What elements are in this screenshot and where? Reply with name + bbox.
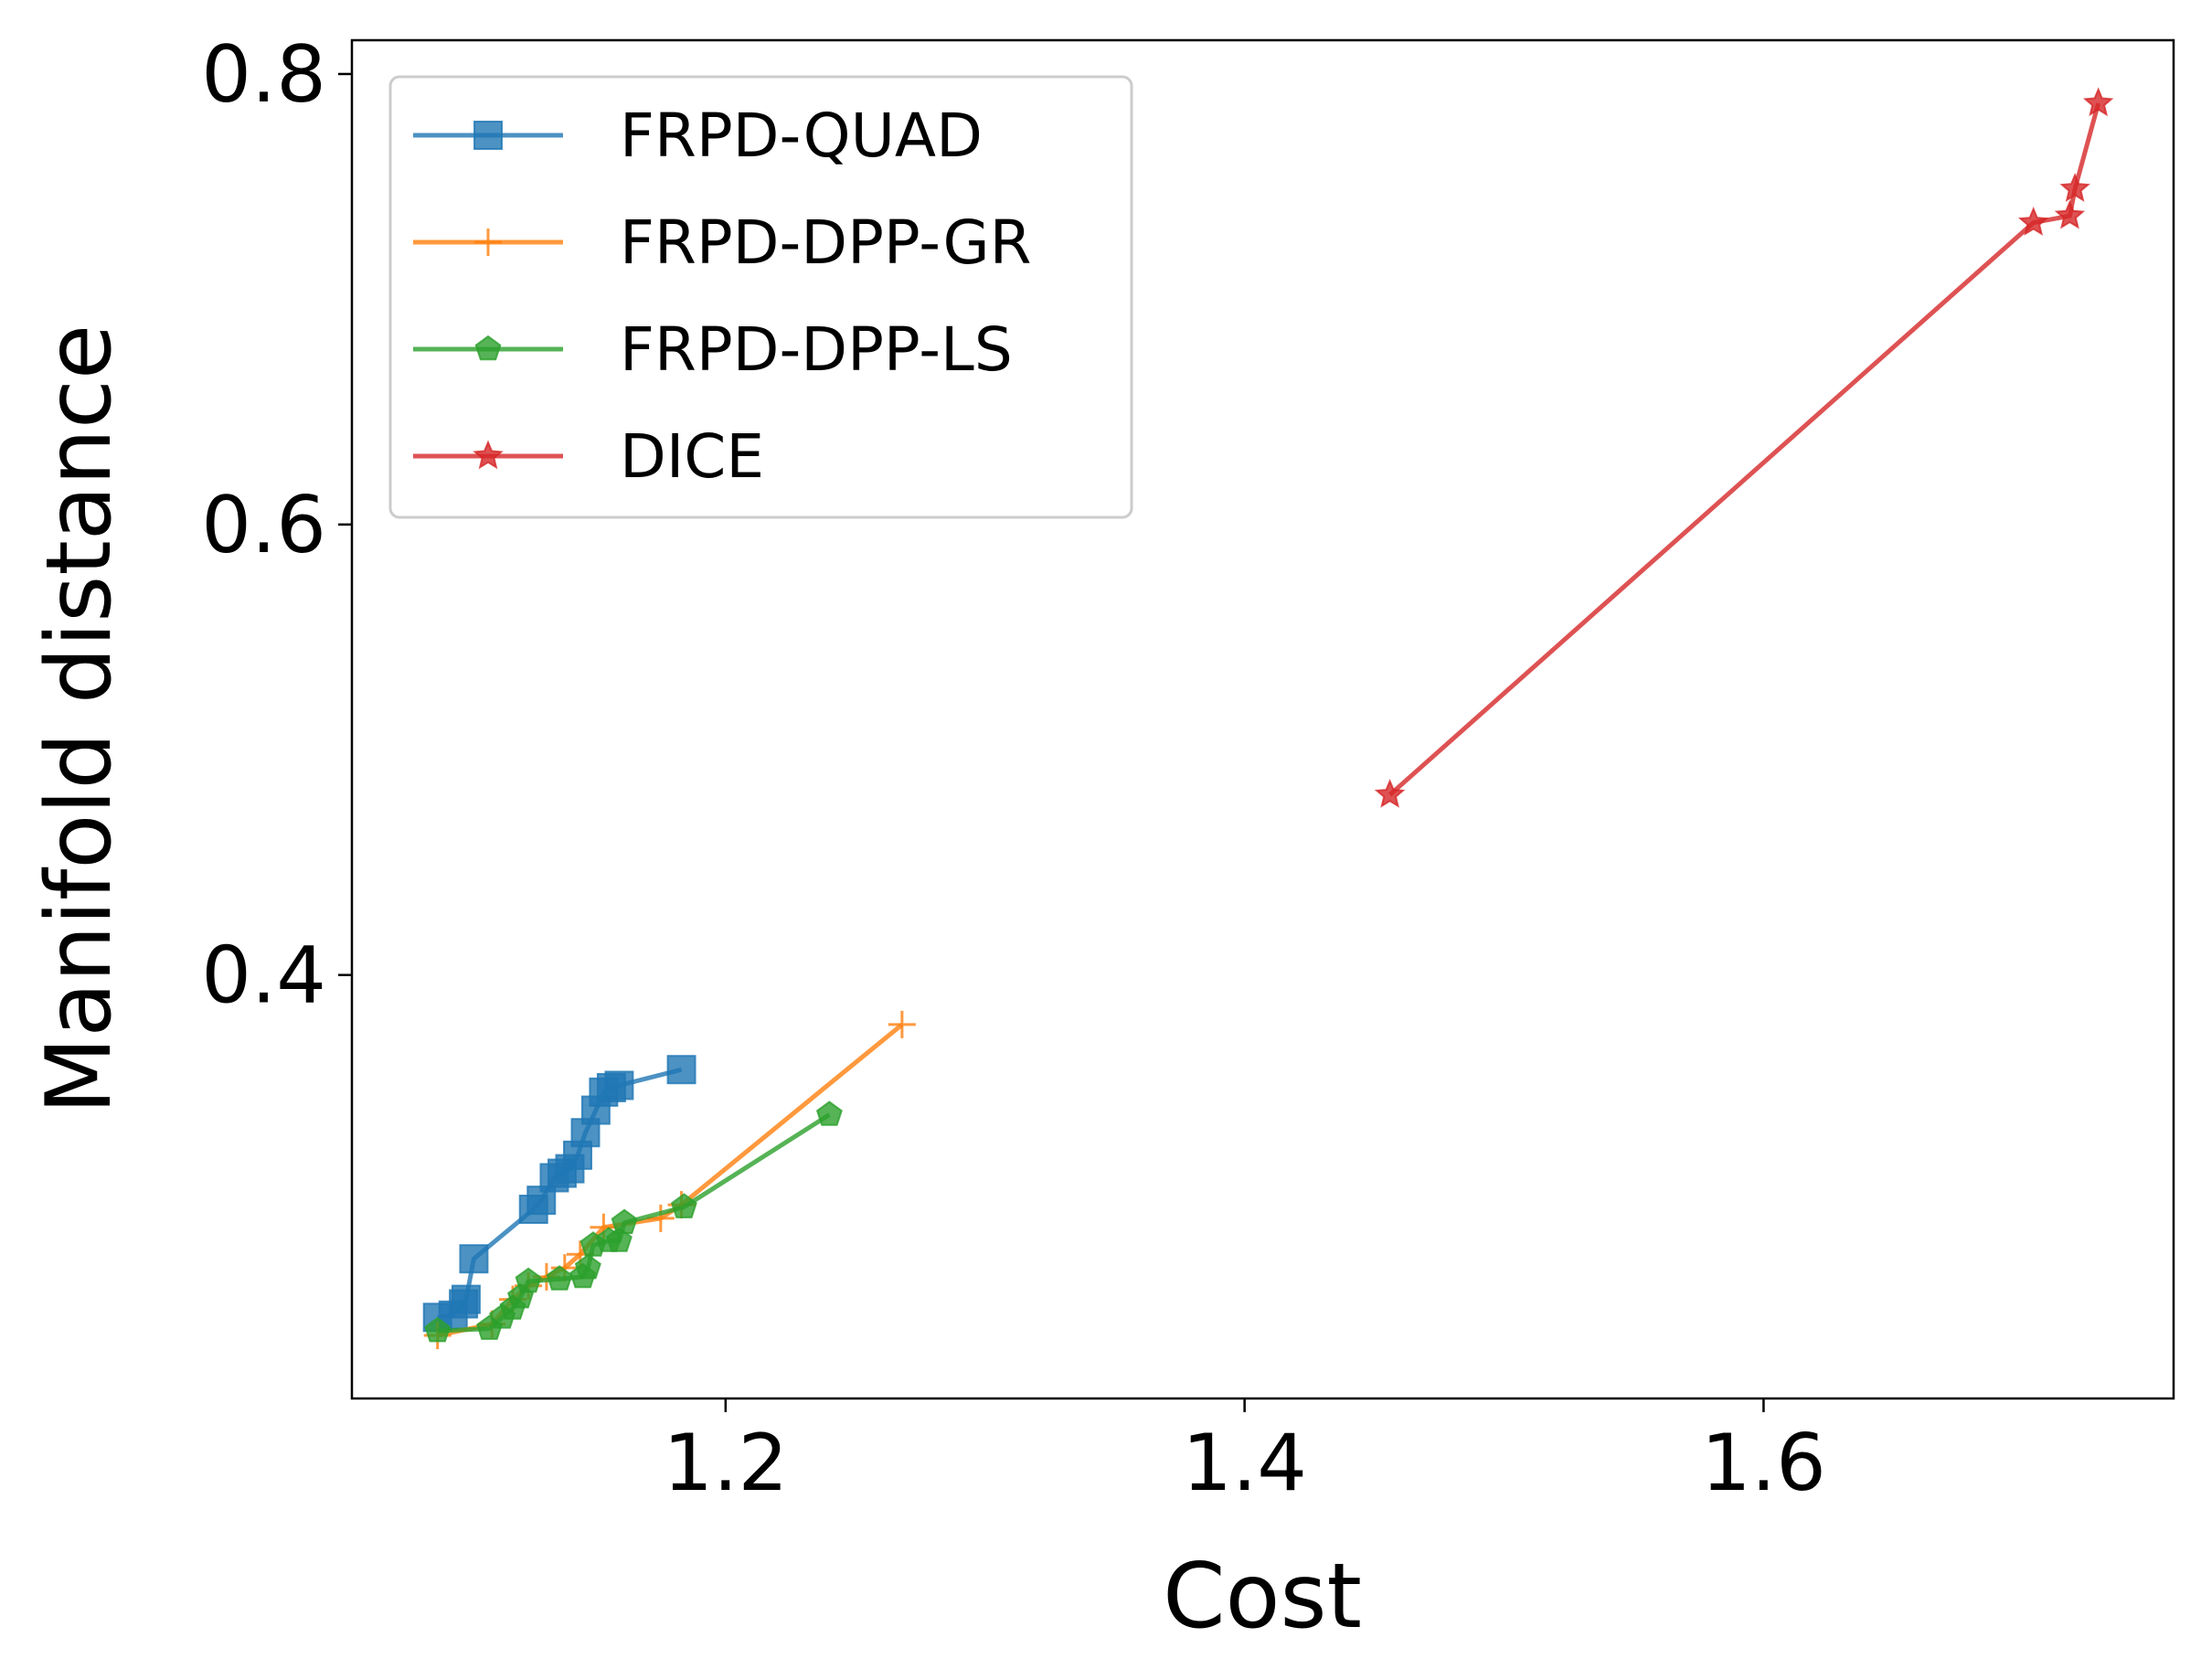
y-tick-label: 0.6 [201,480,326,571]
legend-label: FRPD-QUAD [620,101,983,171]
y-axis: 0.4 0.6 0.8 [201,29,352,1022]
y-tick-label: 0.4 [201,930,326,1022]
plot-frame [350,38,2175,1400]
data-point [474,229,502,256]
y-tick-label: 0.8 [201,29,326,121]
series-dice [1374,87,2114,808]
series-layer [422,87,2114,1349]
x-tick-label: 1.4 [1182,1418,1307,1509]
data-point [888,1010,916,1038]
data-point [611,1208,638,1235]
series-frpd-dpp-ls [424,1101,843,1343]
x-tick-label: 1.6 [1701,1418,1826,1509]
y-axis-label: Manifold distance [27,324,132,1114]
legend-item: FRPD-DPP-GR [413,207,1031,278]
data-point [515,1267,542,1293]
legend: FRPD-QUAD FRPD-DPP-GR FRPD-DPP-LS DICE [388,75,1133,519]
data-point [459,1244,489,1274]
x-axis-label: Cost [1163,1545,1362,1649]
data-point [574,1253,601,1280]
data-point [2059,173,2090,202]
data-point [2054,199,2086,229]
legend-frame [388,75,1133,519]
data-point [473,440,504,470]
legend-label: FRPD-DPP-GR [620,207,1031,278]
data-point [2082,87,2114,117]
data-point [666,1055,696,1085]
data-point [815,1101,843,1126]
data-point [546,1265,573,1291]
data-point [2017,207,2049,236]
legend-item: FRPD-QUAD [413,101,983,171]
data-point [473,121,503,150]
legend-item: DICE [413,421,764,492]
x-axis: 1.2 1.4 1.6 [663,1398,1826,1509]
legend-item: FRPD-DPP-LS [413,314,1013,385]
data-point [670,1193,697,1218]
data-point [1374,779,1406,808]
x-tick-label: 1.2 [663,1418,788,1509]
data-point [646,1204,675,1232]
data-point [604,1070,634,1101]
data-point [451,1284,481,1314]
data-point [474,335,502,361]
data-point [424,1316,452,1343]
legend-label: DICE [620,421,764,492]
legend-label: FRPD-DPP-LS [620,314,1013,385]
